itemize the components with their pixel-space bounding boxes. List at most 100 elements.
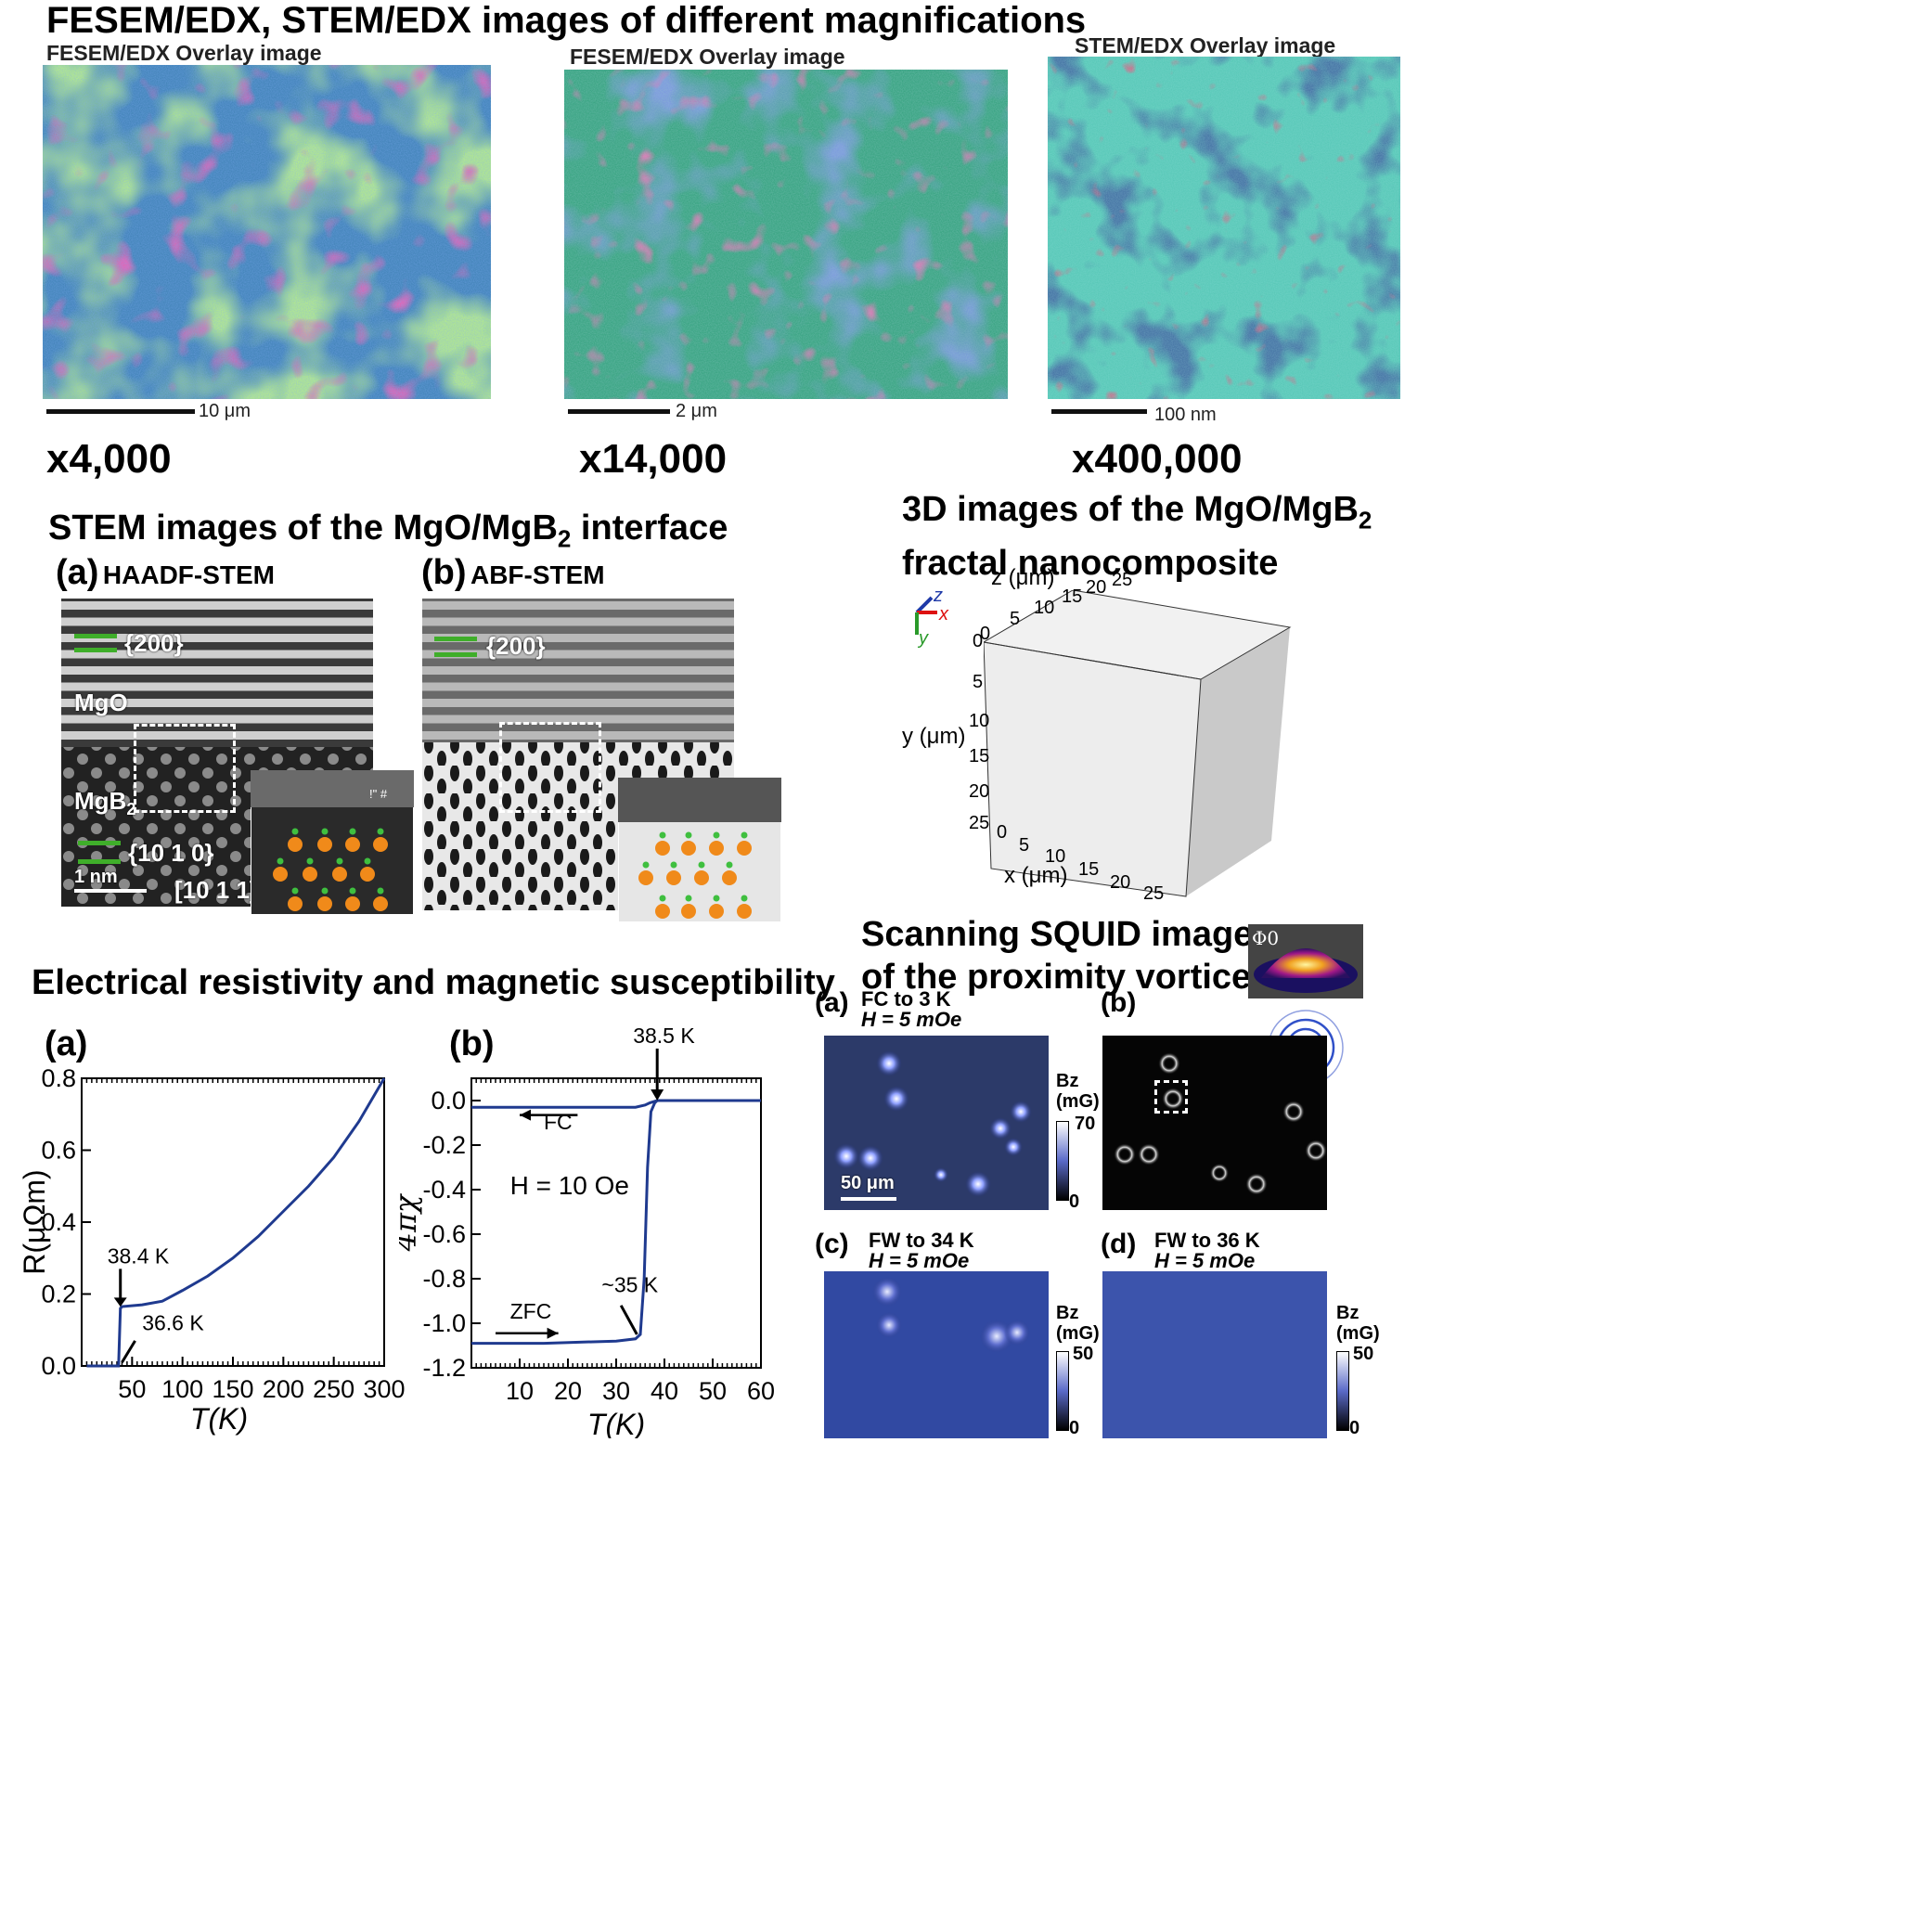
x-tick-label: 150 — [212, 1375, 253, 1403]
stem-edx-overlay-image — [1048, 57, 1400, 399]
scale-label-2: 2 μm — [676, 401, 717, 421]
y-tick-label: 0.0 — [41, 1352, 76, 1380]
squid-scale-label: 50 μm — [841, 1173, 895, 1193]
x-tick-label: 60 — [747, 1377, 775, 1405]
squid-b-label: (b) — [1101, 987, 1137, 1018]
chart-a-label: (a) — [45, 1024, 88, 1063]
annotation-38-5: 38.5 K — [633, 1024, 695, 1048]
cube-x-label: x (μm) — [1004, 863, 1068, 888]
cube-z-ticks: 0 5 10 15 20 25 — [980, 570, 1133, 644]
annotation-field: H = 10 Oe — [510, 1171, 629, 1200]
triad-z: z — [933, 586, 943, 606]
squid-section-title: Scanning SQUID images of the proximity vo… — [861, 915, 1273, 997]
x-tick-label: 50 — [118, 1375, 146, 1403]
abf-marker-200-a — [434, 637, 477, 641]
squid-d-cbar-min: 0 — [1349, 1418, 1360, 1438]
x-tick-label: 40 — [651, 1377, 678, 1405]
squid-d-label: (d) — [1101, 1229, 1137, 1259]
arrowhead-zfc — [547, 1327, 559, 1339]
scale-bar-2 — [568, 409, 670, 414]
magnification-3: x400,000 — [1072, 436, 1243, 482]
vortex-3d-surface: Φ0 — [1248, 924, 1363, 998]
abf-marker-200-b — [434, 652, 477, 657]
label-mgo: MgO — [74, 689, 128, 716]
y-tick-label: 0.2 — [41, 1281, 76, 1308]
abf-stem-image — [422, 599, 734, 910]
series-line-1 — [471, 1099, 761, 1346]
arrowhead-fc — [520, 1109, 531, 1121]
stem-b-heading: (b) ABF-STEM — [421, 553, 605, 592]
plot-frame — [81, 1077, 385, 1367]
triad-y: y — [917, 628, 929, 649]
annotation-36-6: 36.6 K — [142, 1310, 204, 1334]
y-tick-label: 0.6 — [41, 1137, 76, 1165]
squid-a-cbar-min: 0 — [1069, 1191, 1080, 1212]
cube-x-ticks: 0 5 10 15 20 25 — [997, 822, 1165, 904]
haadf-roi-box — [134, 724, 236, 813]
x-tick-label: 100 — [161, 1375, 203, 1403]
y-tick-label: -1.2 — [422, 1354, 466, 1382]
edx-caption-1: FESEM/EDX Overlay image — [46, 41, 322, 65]
squid-c-label: (c) — [815, 1229, 849, 1259]
stem-section-title: STEM images of the MgO/MgB2 interface — [48, 509, 728, 553]
haadf-marker-1010-a — [78, 841, 121, 845]
annotation-fc: FC — [544, 1110, 573, 1134]
haadf-scale-label: 1 nm — [74, 867, 118, 887]
cube-y-ticks: 0 5 10 15 20 25 — [969, 631, 990, 833]
squid-b-roi-box — [1154, 1080, 1188, 1114]
squid-d-cbar-unit: Bz (mG) — [1336, 1303, 1380, 1344]
label-plane-1010: {10 1 0} — [128, 839, 214, 867]
y-tick-label: 0.4 — [41, 1208, 76, 1236]
squid-c-colorbar — [1056, 1351, 1069, 1431]
annotation-zfc: ZFC — [510, 1299, 552, 1323]
cube-z-label: z (μm) — [991, 565, 1055, 590]
x-tick-label: 50 — [699, 1377, 727, 1405]
x-tick-label: 250 — [313, 1375, 354, 1403]
scale-label-3: 100 nm — [1154, 405, 1217, 425]
edx-overlay-image-1 — [43, 65, 491, 399]
y-axis-label: 4πχ — [399, 1193, 423, 1252]
x-tick-label: 300 — [363, 1375, 405, 1403]
arrowhead-38-4 — [113, 1297, 127, 1307]
haadf-marker-1010-b — [78, 859, 121, 864]
x-tick-label: 20 — [554, 1377, 582, 1405]
x-axis-label: T(K) — [190, 1402, 248, 1436]
haadf-label-200: {200} — [124, 629, 184, 657]
stem-a-heading: (a) HAADF-STEM — [56, 553, 275, 592]
squid-d-colorbar — [1336, 1351, 1349, 1431]
squid-a-label: (a) — [815, 987, 849, 1018]
label-mgb2: MgB2 — [74, 787, 136, 819]
haadf-inset-marks: !" # — [369, 787, 388, 801]
cube-section-title: 3D images of the MgO/MgB2 fractal nanocom… — [902, 490, 1372, 583]
susceptibility-chart: 10 20 30 40 50 60 0.0 -0.2 -0.4 -0.6 -0.8 -1.0 -1.2 T… — [399, 1024, 775, 1438]
squid-a-cbar-max: 70 — [1075, 1114, 1096, 1134]
y-tick-label: -0.6 — [422, 1220, 466, 1248]
squid-map-b — [1102, 1036, 1327, 1210]
x-tick-label: 10 — [506, 1377, 534, 1405]
squid-a-colorbar — [1056, 1121, 1069, 1201]
arrowhead-38-5 — [651, 1089, 664, 1101]
squid-a-cbar-unit: Bz (mG) — [1056, 1071, 1100, 1112]
resistivity-section-title: Electrical resistivity and magnetic susc… — [32, 963, 835, 1002]
squid-d-cbar-max: 50 — [1353, 1344, 1374, 1364]
haadf-inset-image: !" # — [251, 770, 414, 915]
page-title: FESEM/EDX, STEM/EDX images of different … — [46, 0, 1087, 41]
magnification-1: x4,000 — [46, 436, 172, 482]
squid-map-a — [824, 1036, 1049, 1210]
arrow-36-6 — [121, 1340, 136, 1363]
edx-caption-3: STEM/EDX Overlay image — [1075, 33, 1336, 58]
haadf-scale-bar — [74, 889, 147, 893]
edx-caption-2: FESEM/EDX Overlay image — [570, 45, 845, 69]
haadf-marker-200-a — [74, 634, 117, 638]
x-tick-label: 200 — [263, 1375, 304, 1403]
axis-triad-icon: z x y — [915, 586, 949, 649]
scale-bar-1 — [46, 409, 195, 414]
arrow-35 — [619, 1305, 638, 1335]
x-tick-label: 30 — [602, 1377, 630, 1405]
phi0-label: Φ0 — [1252, 927, 1279, 949]
squid-c-cbar-min: 0 — [1069, 1418, 1080, 1438]
x-axis-label: T(K) — [587, 1408, 645, 1438]
